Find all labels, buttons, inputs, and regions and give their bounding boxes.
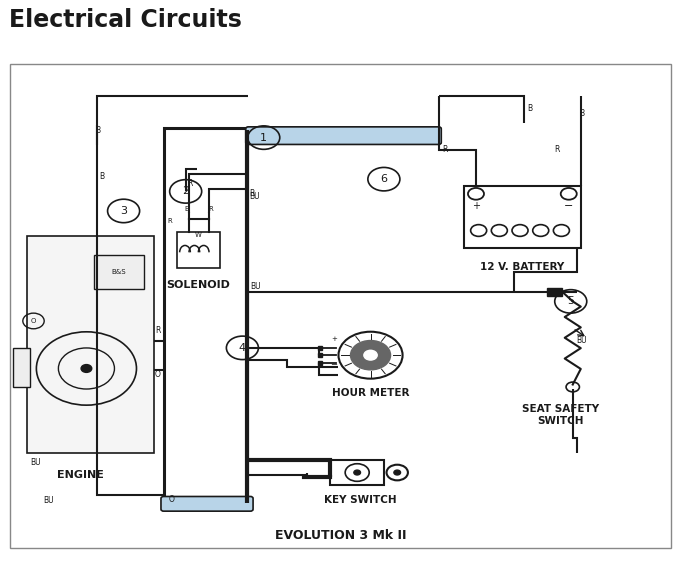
Text: 1: 1 [260,133,267,143]
Text: R: R [554,145,559,155]
Text: W: W [195,232,202,238]
FancyBboxPatch shape [161,496,253,511]
Text: SOLENOID: SOLENOID [167,280,231,291]
Text: BU: BU [576,336,587,345]
Text: B&S: B&S [111,269,125,275]
Text: 3: 3 [120,206,127,216]
Text: −: − [564,201,573,211]
Text: EVOLUTION 3 Mk II: EVOLUTION 3 Mk II [274,529,407,542]
Circle shape [394,470,400,475]
Text: B: B [95,126,101,135]
Text: BU: BU [250,192,260,201]
Text: Electrical Circuits: Electrical Circuits [9,8,242,33]
Circle shape [364,350,377,360]
Text: R: R [208,206,213,212]
Text: O: O [155,370,161,379]
Bar [163,128,247,509]
Circle shape [81,365,92,373]
Text: B: B [99,172,104,181]
Text: B: B [527,104,533,113]
Bar [330,460,384,485]
Text: R: R [249,189,255,198]
Bar [27,237,154,453]
Bar [464,187,581,248]
Text: 5: 5 [567,296,574,306]
Text: +: + [331,337,337,342]
Text: HOUR METER: HOUR METER [332,388,409,398]
Text: R: R [443,145,448,155]
Text: ENGINE: ENGINE [57,470,104,480]
Text: KEY SWITCH: KEY SWITCH [324,495,397,505]
Text: BU: BU [44,496,54,505]
Text: R: R [155,326,160,335]
Circle shape [351,341,390,370]
Text: SEAT SAFETY
SWITCH: SEAT SAFETY SWITCH [522,404,599,425]
Text: R: R [187,179,192,188]
Text: 12 V. BATTERY: 12 V. BATTERY [480,262,565,272]
Bar [14,348,30,387]
FancyBboxPatch shape [246,127,441,144]
Text: O: O [168,495,174,504]
Text: BU: BU [251,282,261,291]
Text: B: B [580,108,584,117]
Text: 6: 6 [381,174,387,184]
Text: B: B [185,206,189,212]
Text: +: + [472,201,480,211]
Circle shape [354,470,360,475]
Text: BU: BU [30,458,41,467]
Text: 4: 4 [239,343,246,353]
Text: 2: 2 [182,187,189,196]
Bar [177,232,221,268]
Bar [548,288,562,296]
Bar [93,255,144,289]
Text: O: O [31,318,36,324]
Text: −: − [330,360,337,369]
Text: R: R [167,218,172,224]
